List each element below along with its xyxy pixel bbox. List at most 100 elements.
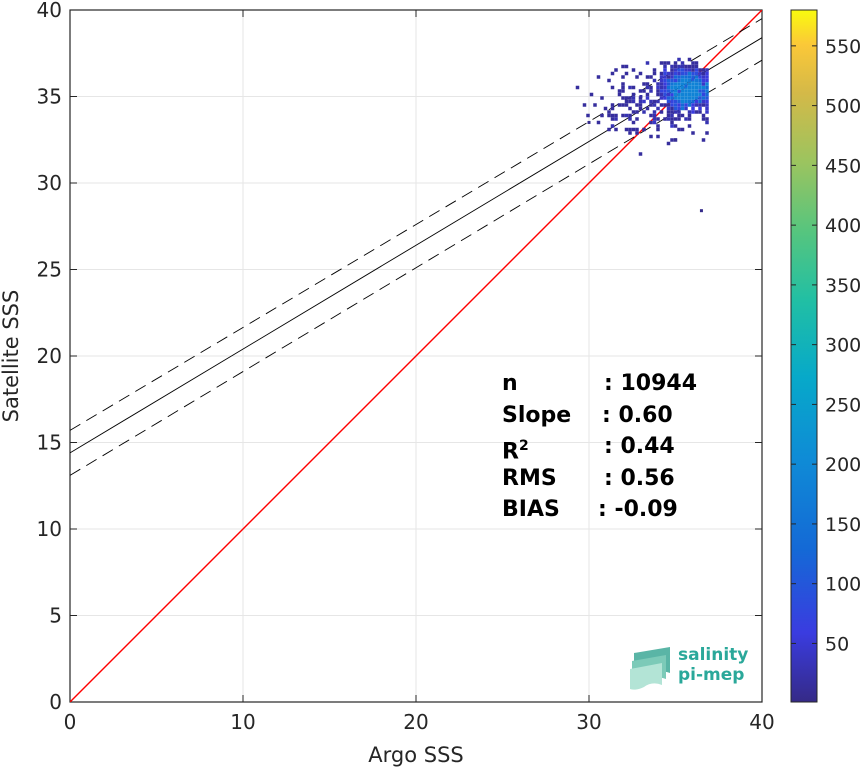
scatter-point: [687, 113, 692, 118]
scatter-point: [666, 78, 671, 83]
scatter-point: [610, 71, 615, 76]
y-tick-label: 10: [37, 517, 62, 541]
scatter-point: [677, 89, 681, 93]
scatter-point: [645, 75, 650, 79]
scatter-point: [628, 99, 632, 104]
scatter-point: [635, 131, 639, 135]
scatter-point: [680, 92, 685, 97]
scatter-point: [635, 127, 639, 132]
scatter-point: [691, 61, 695, 65]
scatter-point: [666, 117, 671, 121]
scatter-point: [677, 106, 681, 111]
scatter-point: [684, 78, 688, 83]
scatter-point: [635, 75, 639, 79]
scatter-point: [670, 93, 674, 97]
scatter-point: [701, 96, 706, 100]
scatter-point: [670, 68, 674, 72]
scatter-point: [621, 103, 625, 107]
scatter-point: [621, 85, 625, 90]
scatter-point: [635, 117, 639, 121]
scatter-point: [705, 92, 709, 97]
scatter-point: [673, 64, 678, 69]
scatter-point: [659, 61, 664, 65]
scatter-point: [691, 68, 695, 72]
scatter-point: [656, 127, 660, 132]
scatter-point: [652, 113, 657, 118]
scatter-point: [670, 75, 674, 79]
scatter-point: [673, 78, 678, 83]
scatter-point: [684, 89, 688, 93]
stat-slope-key: Slope: [502, 402, 572, 428]
scatter-point: [680, 82, 685, 86]
scatter-point: [610, 103, 615, 107]
scatter-point: [607, 78, 611, 83]
colorbar-tick-label: 550: [825, 36, 861, 58]
scatter-point: [621, 64, 625, 69]
colorbar-tick-label: 400: [825, 215, 861, 237]
scatter-point: [687, 92, 692, 97]
scatter-point: [628, 113, 632, 118]
scatter-point: [687, 82, 692, 86]
scatter-point: [631, 68, 636, 72]
scatter-point: [631, 92, 636, 97]
stat-n-value: : 10944: [604, 371, 697, 396]
scatter-point: [649, 113, 653, 118]
scatter-point: [673, 85, 678, 90]
scatter-point: [656, 106, 660, 111]
scatter-point: [607, 113, 611, 118]
scatter-point: [666, 103, 671, 107]
scatter-point: [638, 152, 643, 156]
scatter-point: [649, 103, 653, 107]
scatter-point: [705, 131, 709, 135]
scatter-point: [645, 85, 650, 90]
scatter-point: [649, 120, 653, 125]
scatter-point: [663, 61, 667, 65]
scatter-point: [698, 99, 702, 104]
x-axis-label: Argo SSS: [368, 743, 463, 767]
scatter-point: [628, 127, 632, 132]
scatter-point: [670, 103, 674, 107]
scatter-point: [705, 71, 709, 76]
scatter-point: [684, 68, 688, 72]
scatter-point: [600, 113, 604, 118]
scatter-point: [694, 68, 699, 72]
scatter-point: [698, 78, 702, 83]
y-tick-label: 15: [37, 431, 62, 455]
scatter-point: [684, 64, 688, 69]
scatter-point: [687, 71, 692, 76]
scatter-point: [687, 68, 692, 72]
scatter-point: [701, 82, 706, 86]
scatter-point: [659, 89, 664, 93]
scatter-point: [596, 120, 601, 125]
scatter-point: [670, 117, 674, 121]
scatter-point: [691, 131, 695, 135]
scatter-point: [670, 89, 674, 93]
scatter-point: [621, 89, 625, 93]
y-tick-label: 20: [37, 344, 62, 368]
scatter-point: [670, 113, 674, 118]
scatter-point: [680, 85, 685, 90]
scatter-point: [691, 96, 695, 100]
scatter-point: [670, 78, 674, 83]
scatter-point: [684, 75, 688, 79]
scatter-point: [638, 89, 643, 93]
scatter-point: [701, 71, 706, 76]
scatter-point: [652, 120, 657, 125]
scatter-point: [677, 71, 681, 76]
scatter-point: [610, 124, 615, 128]
scatter-point: [614, 117, 618, 121]
colorbar-tick-label: 150: [825, 514, 861, 536]
scatter-point: [600, 96, 604, 100]
scatter-point: [694, 110, 699, 114]
colorbar-tick-label: 100: [825, 574, 861, 596]
scatter-point: [705, 110, 709, 114]
scatter-point: [691, 75, 695, 79]
scatter-point: [673, 110, 678, 114]
scatter-point: [621, 113, 625, 118]
tick-labels: 0 10 20 30 40 0 5 10 15 20 25 30 35 40: [37, 0, 775, 734]
stat-rms-key: RMS: [502, 465, 557, 491]
scatter-point: [687, 78, 692, 83]
colorbar-tick-label: 250: [825, 394, 861, 416]
scatter-point: [649, 75, 653, 79]
scatter-point: [610, 117, 615, 121]
